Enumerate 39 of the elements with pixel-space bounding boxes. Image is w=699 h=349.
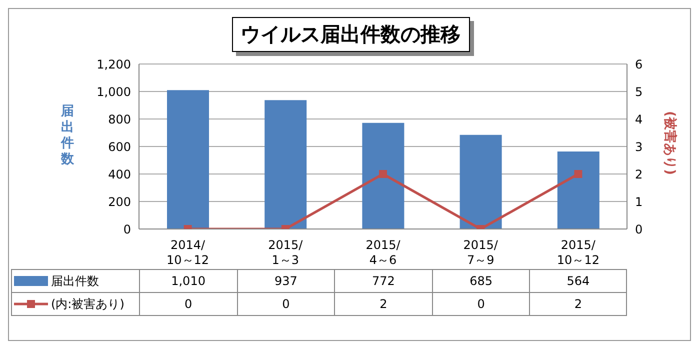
bar: [167, 90, 209, 229]
legend-label: 届出件数: [51, 272, 99, 290]
x-tick-label: 2015/10～12: [556, 238, 600, 267]
bar: [557, 151, 600, 229]
data-label: 0: [432, 293, 530, 315]
y-tick-label: 0: [123, 222, 131, 236]
data-label: 937: [236, 270, 334, 292]
data-label: 1,010: [139, 270, 237, 292]
data-label: 772: [334, 270, 432, 292]
y2-tick-label: 0: [635, 222, 643, 236]
data-label: 564: [529, 270, 627, 292]
y2-tick-label: 2: [635, 167, 643, 182]
y-tick-label: 400: [108, 167, 131, 182]
y-tick-label: 600: [108, 140, 131, 154]
legend-label: (内:被害あり): [51, 296, 124, 312]
x-tick-label: 2015/4～6: [366, 238, 402, 267]
bar: [460, 134, 502, 229]
y2-tick-label: 4: [635, 112, 643, 126]
chart-title: ウイルス届出件数の推移: [232, 17, 470, 52]
y-tick-label: 1,000: [96, 84, 131, 99]
x-tick-label: 2015/7～9: [463, 238, 499, 267]
data-label: 685: [432, 270, 530, 292]
y2-tick-label: 3: [635, 140, 643, 154]
bar: [362, 122, 404, 229]
data-label: 2: [529, 293, 627, 315]
bar: [264, 100, 307, 229]
y-tick-label: 200: [108, 194, 131, 209]
data-label: 0: [236, 293, 334, 315]
x-tick-label: 2014/10～12: [166, 238, 210, 267]
data-label: 0: [139, 293, 237, 315]
y2-tick-label: 1: [635, 194, 643, 209]
y-axis-title: 届出件数: [61, 104, 75, 168]
x-tick-label: 2015/1～3: [268, 238, 304, 267]
y2-axis-title: (被害あり): [661, 110, 678, 177]
y-tick-label: 800: [108, 112, 131, 126]
y-tick-label: 1,200: [96, 57, 131, 72]
data-label: 2: [334, 293, 432, 315]
y2-tick-label: 6: [635, 57, 643, 72]
y2-tick-label: 5: [635, 84, 643, 99]
